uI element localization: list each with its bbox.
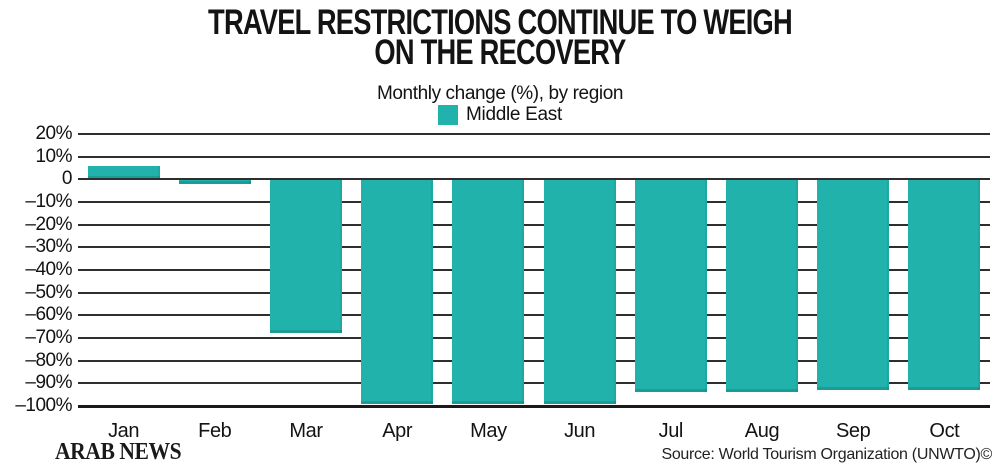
gridline (78, 382, 990, 385)
arab-news-logo: ARAB NEWS (55, 439, 182, 465)
x-tick-label: Sep (835, 420, 871, 442)
gridline (78, 314, 990, 317)
gridline (78, 155, 990, 158)
chart-title-line1: TRAVEL RESTRICTIONS CONTINUE TO WEIGH (208, 3, 793, 42)
y-tick-label: –70% (25, 327, 72, 348)
chart-subtitle: Monthly change (%), by region (376, 83, 624, 104)
legend-swatch-icon (438, 105, 459, 125)
y-tick-label: –20% (25, 213, 72, 235)
gridline (78, 269, 990, 271)
bar-feb (178, 179, 251, 184)
plot-area (78, 133, 990, 408)
y-tick-label: –10% (25, 191, 72, 212)
bar-jun (543, 179, 616, 404)
bar-mar (270, 179, 342, 334)
chart-legend: Middle East (0, 104, 1000, 126)
y-tick-label: –40% (25, 259, 72, 280)
bar-aug (726, 179, 798, 393)
x-tick-label: Mar (289, 420, 323, 442)
y-tick-label: –90% (25, 372, 72, 394)
x-tick-label: Jun (564, 420, 596, 442)
x-tick-label: Jul (658, 420, 684, 442)
x-tick-label: Feb (198, 420, 232, 442)
y-tick-label: –100% (15, 395, 72, 416)
x-tick-label: Apr (382, 420, 413, 442)
y-tick-label: –50% (25, 281, 72, 303)
chart-title: TRAVEL RESTRICTIONS CONTINUE TO WEIGH ON… (110, 3, 890, 72)
bar-sep (817, 179, 890, 391)
gridline (78, 223, 990, 226)
gridline (78, 404, 990, 408)
x-tick-label: Oct (929, 420, 960, 442)
y-tick-label: 10% (35, 145, 72, 167)
legend-label: Middle East (466, 104, 562, 125)
y-tick-label: –30% (25, 236, 72, 258)
chart-title-line2: ON THE RECOVERY (374, 33, 626, 72)
gridline (78, 291, 990, 294)
bar-jul (634, 179, 707, 393)
gridline (78, 246, 990, 249)
source-note: Source: World Tourism Organization (UNWT… (661, 446, 992, 463)
gridline (78, 201, 990, 203)
gridline (78, 133, 990, 135)
zero-axis-line (78, 178, 990, 181)
y-tick-label: –80% (25, 349, 72, 371)
y-tick-label: –60% (25, 304, 72, 326)
bar-oct (908, 179, 981, 391)
gridline (78, 359, 990, 362)
bar-may (452, 179, 525, 404)
gridline (78, 337, 990, 339)
y-tick-label: 20% (35, 123, 72, 144)
x-tick-label: Jan (108, 420, 140, 442)
bar-apr (361, 179, 434, 404)
x-tick-label: May (470, 420, 507, 442)
y-tick-label: 0 (61, 168, 73, 190)
x-tick-label: Aug (744, 420, 780, 442)
bar-jan (87, 165, 160, 180)
